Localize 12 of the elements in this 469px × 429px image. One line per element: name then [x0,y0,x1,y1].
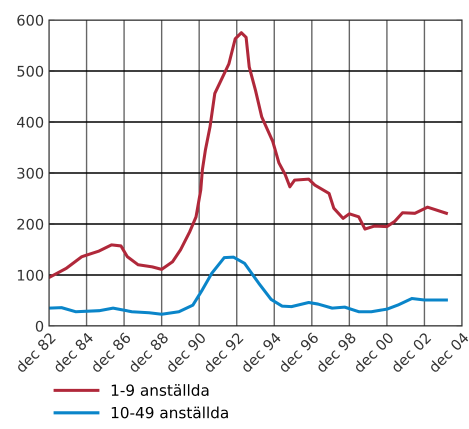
y-tick-label: 400 [17,116,44,128]
y-tick-label: 100 [18,270,44,281]
line-series [49,31,448,280]
y-tick-label: 300 [17,168,44,179]
line-series [49,256,448,316]
y-tick-label: 200 [17,218,44,230]
y-tick-label: 500 [17,66,44,77]
x-tick-label: dec 82 [14,332,56,374]
y-tick-label: 600 [17,14,44,26]
legend-label: 10-49 anställda [112,406,228,418]
y-tick-label: 0 [36,320,44,332]
legend-label: 1-9 anställda [112,384,208,396]
